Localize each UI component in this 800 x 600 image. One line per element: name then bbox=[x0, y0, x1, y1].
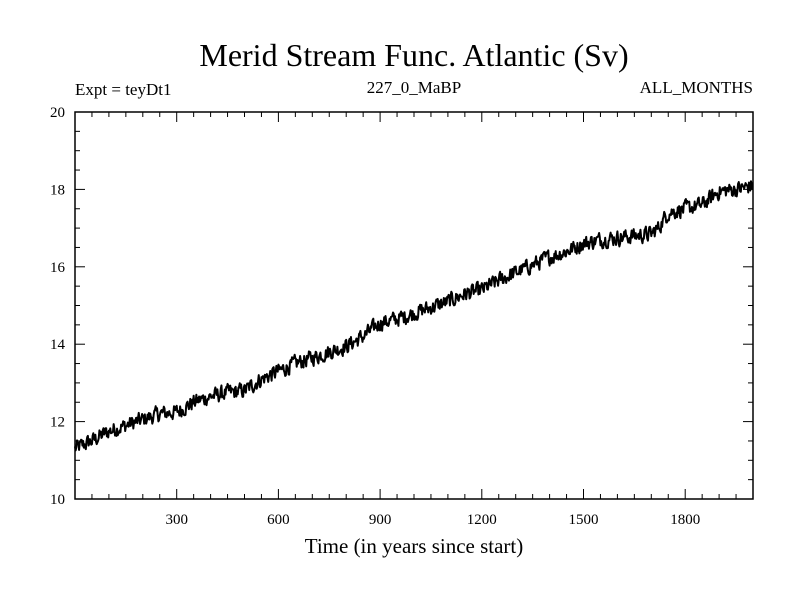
y-tick-label: 16 bbox=[50, 260, 66, 276]
series-line bbox=[74, 180, 754, 452]
x-tick-label: 1800 bbox=[670, 512, 700, 528]
y-tick-label: 14 bbox=[50, 337, 66, 353]
x-axis-label: Time (in years since start) bbox=[305, 534, 524, 558]
tick-labels: 300 600 900 1200 1500 1800 10 12 14 16 18 20 bbox=[50, 105, 700, 528]
y-tick-label: 20 bbox=[50, 105, 65, 121]
y-tick-label: 12 bbox=[50, 415, 65, 431]
y-tick-label: 10 bbox=[50, 492, 65, 508]
plot-frame bbox=[74, 111, 754, 500]
axis-ticks bbox=[75, 112, 753, 499]
months-label: ALL_MONTHS bbox=[640, 78, 753, 97]
x-tick-label: 300 bbox=[165, 512, 188, 528]
x-tick-label: 600 bbox=[267, 512, 290, 528]
x-tick-label: 900 bbox=[369, 512, 392, 528]
experiment-label: Expt = teyDt1 bbox=[75, 80, 171, 99]
x-tick-label: 1500 bbox=[569, 512, 599, 528]
period-label: 227_0_MaBP bbox=[367, 78, 461, 97]
x-tick-label: 1200 bbox=[467, 512, 497, 528]
chart-title: Merid Stream Func. Atlantic (Sv) bbox=[199, 37, 628, 73]
y-tick-label: 18 bbox=[50, 182, 65, 198]
